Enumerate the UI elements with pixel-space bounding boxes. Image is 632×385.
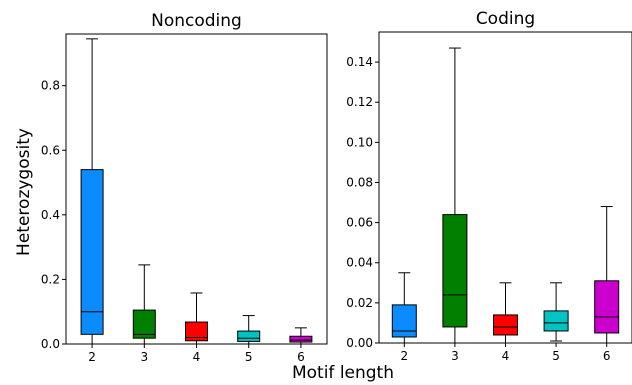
y-tick-label-coding: 0.02 [346, 296, 373, 310]
box-4 [493, 314, 518, 336]
y-tick-label-noncoding: 0.0 [41, 337, 60, 351]
box-2 [80, 169, 104, 335]
y-tick-label-coding: 0.06 [346, 216, 373, 230]
y-tick-label-noncoding: 0.4 [41, 208, 60, 222]
x-tick-label-noncoding: 2 [88, 350, 96, 364]
box-2 [391, 304, 417, 338]
x-tick-label-noncoding: 4 [193, 350, 201, 364]
box-5 [237, 330, 261, 342]
x-tick-label-noncoding: 6 [297, 350, 305, 364]
y-tick-label-coding: 0.04 [346, 256, 373, 270]
y-tick-label-coding: 0.00 [346, 336, 373, 350]
x-tick-label-noncoding: 3 [140, 350, 148, 364]
panel-title: Coding [476, 9, 535, 29]
box-4 [185, 321, 208, 342]
x-tick-label-coding: 6 [603, 349, 611, 363]
y-tick-label-noncoding: 0.6 [41, 143, 60, 157]
box-6 [289, 335, 313, 343]
y-tick-label-coding: 0.10 [346, 135, 373, 149]
noncoding-panel: Noncoding 0.0 0.2 0.4 0.6 0.8 2 3 4 5 6 [41, 11, 328, 364]
coding-panel: Coding 0.00 0.02 0.04 0.06 0.08 0.10 0.12 0.14 2 3… [346, 9, 632, 363]
y-tick-label-coding: 0.12 [346, 95, 373, 109]
x-tick-label-coding: 4 [502, 349, 510, 363]
box-3 [132, 309, 156, 339]
x-tick-label-coding: 5 [552, 349, 560, 363]
y-axis-label: Heterozygosity [14, 128, 34, 256]
y-tick-label-noncoding: 0.8 [41, 79, 60, 93]
x-tick-label-coding: 2 [400, 349, 408, 363]
x-tick-label-coding: 3 [451, 349, 459, 363]
x-axis-label: Motif length [292, 363, 394, 383]
box-3 [442, 214, 468, 328]
y-tick-label-noncoding: 0.2 [41, 272, 60, 286]
y-tick-label-coding: 0.14 [346, 55, 373, 69]
x-tick-label-noncoding: 5 [245, 350, 253, 364]
y-tick-label-coding: 0.08 [346, 175, 373, 189]
panel-title: Noncoding [151, 11, 242, 31]
box-6 [594, 280, 620, 334]
box-5 [543, 310, 569, 332]
